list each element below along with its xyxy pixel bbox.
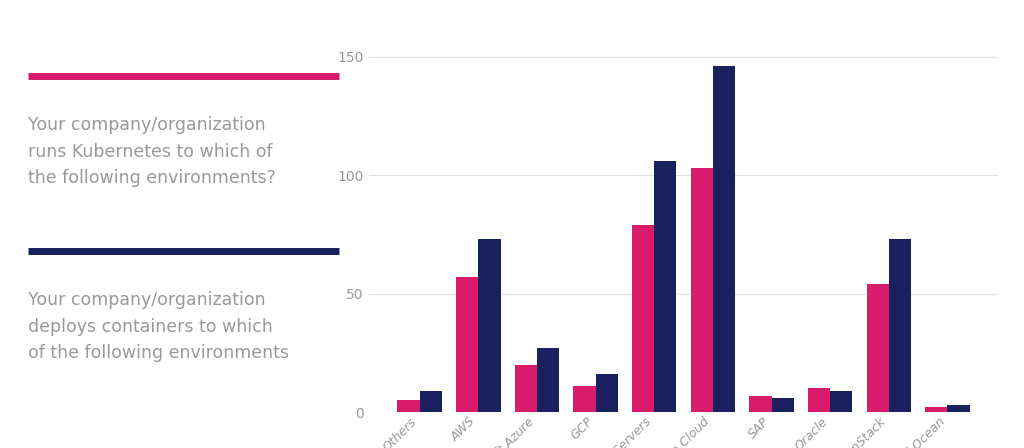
Bar — [537, 348, 559, 412]
Bar — [456, 277, 478, 412]
Bar — [397, 401, 420, 412]
Bar — [866, 284, 889, 412]
Bar — [926, 407, 947, 412]
Bar — [478, 239, 501, 412]
Bar — [771, 398, 794, 412]
Bar — [713, 66, 735, 412]
Text: Your company/organization
runs Kubernetes to which of
the following environments: Your company/organization runs Kubernete… — [29, 116, 276, 187]
Bar — [420, 391, 441, 412]
Bar — [889, 239, 911, 412]
Bar — [690, 168, 713, 412]
Bar — [573, 386, 596, 412]
Bar — [750, 396, 771, 412]
Bar — [947, 405, 970, 412]
Bar — [830, 391, 852, 412]
Bar — [654, 161, 677, 412]
Bar — [515, 365, 537, 412]
Bar — [596, 374, 617, 412]
Bar — [632, 225, 654, 412]
Bar — [808, 388, 830, 412]
Text: Your company/organization
deploys containers to which
of the following environme: Your company/organization deploys contai… — [29, 291, 289, 362]
